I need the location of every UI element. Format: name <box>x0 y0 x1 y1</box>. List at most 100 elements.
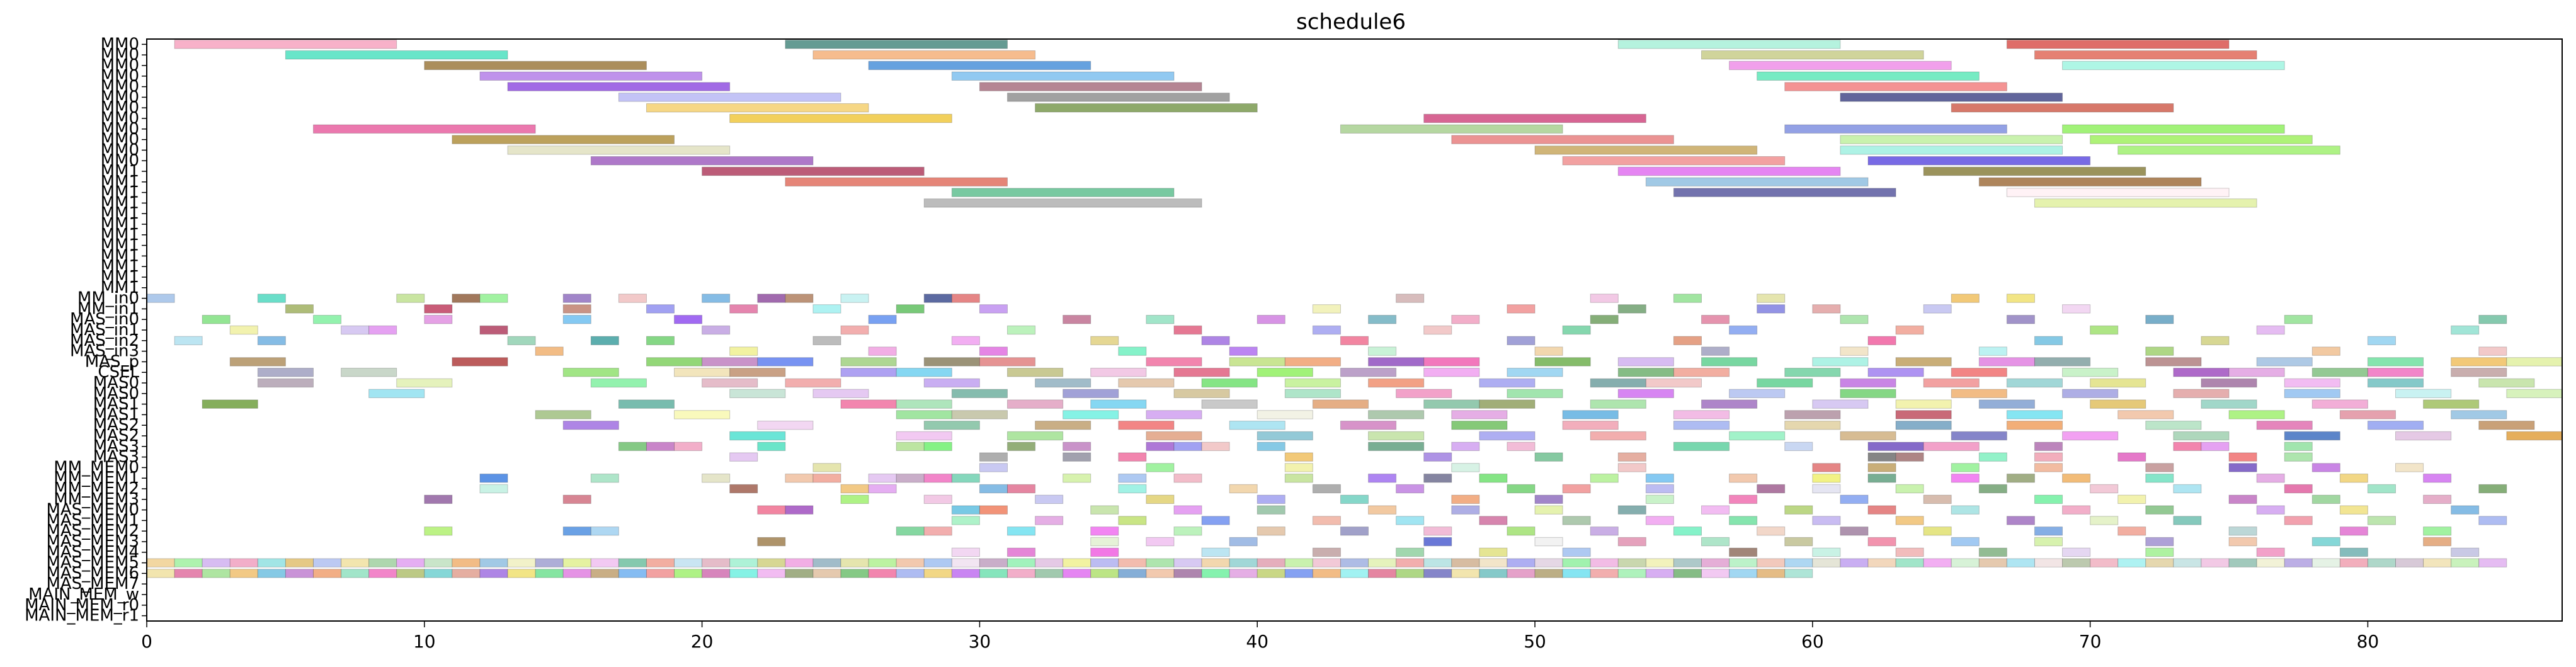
task-bar <box>2256 505 2285 515</box>
task-bar <box>479 71 703 81</box>
task-bar <box>1479 378 1536 388</box>
task-bar <box>1368 314 1397 324</box>
task-bar <box>1673 569 1702 578</box>
task-bar <box>1063 452 1091 462</box>
task-bar <box>1895 357 1952 367</box>
task-bar <box>2117 558 2146 567</box>
task-bar <box>2117 452 2146 462</box>
task-bar <box>674 367 731 377</box>
task-bar <box>951 188 1175 197</box>
task-bar <box>590 378 647 388</box>
task-bar <box>424 314 453 324</box>
task-bar <box>2339 558 2368 567</box>
task-bar <box>1173 325 1202 335</box>
task-bar <box>396 294 425 303</box>
task-bar <box>1006 547 1036 557</box>
task-bar <box>618 399 675 409</box>
task-bar <box>424 558 453 567</box>
task-bar <box>535 410 591 419</box>
task-bar <box>368 558 397 567</box>
y-tick-label: MAS3 <box>93 448 139 467</box>
task-bar <box>1617 558 1646 567</box>
task-bar <box>2062 558 2091 567</box>
task-bar <box>840 484 869 494</box>
task-bar <box>1784 82 2007 91</box>
y-tick-label: MAS_MEM0 <box>46 501 139 520</box>
task-bar <box>2451 558 2480 567</box>
task-bar <box>2478 314 2507 324</box>
task-bar <box>2173 516 2202 525</box>
task-bar <box>396 569 425 578</box>
y-tick-label: MM0 <box>101 77 139 96</box>
task-bar <box>1867 558 1896 567</box>
task-bar <box>702 473 731 483</box>
task-bar <box>923 198 1202 208</box>
task-bar <box>1146 314 1175 324</box>
y-tick-label: MM1 <box>101 246 139 265</box>
task-bar <box>1673 442 1730 452</box>
task-bar <box>2173 484 2202 494</box>
task-bar <box>1035 420 1091 430</box>
task-bar <box>923 558 952 567</box>
task-bar <box>1146 410 1202 419</box>
task-bar <box>285 50 508 60</box>
task-bar <box>1978 558 2007 567</box>
task-bar <box>1729 389 1786 399</box>
task-bar <box>757 294 786 303</box>
y-tick-label: MM_MEM0 <box>54 458 139 477</box>
task-bar <box>812 336 841 346</box>
task-bar <box>312 569 342 578</box>
task-bar <box>1257 558 1285 567</box>
task-bar <box>174 336 203 346</box>
task-bar <box>1729 60 1952 71</box>
task-bar <box>840 558 869 567</box>
task-bar <box>951 505 980 515</box>
task-bar <box>868 473 897 483</box>
task-bar <box>2145 473 2174 483</box>
task-bar <box>2339 410 2396 419</box>
task-bar <box>1645 473 1674 483</box>
task-bar <box>2228 526 2257 536</box>
task-bar <box>840 357 897 367</box>
task-bar <box>1812 463 1841 472</box>
task-bar <box>1673 420 1730 430</box>
task-bar <box>1784 124 2007 134</box>
task-bar <box>1617 537 1646 547</box>
task-bar <box>507 569 536 578</box>
task-bar <box>1173 442 1202 452</box>
task-bar <box>1562 420 1619 430</box>
task-bar <box>729 304 758 314</box>
task-bar <box>1063 473 1091 483</box>
task-bar <box>1063 442 1091 452</box>
task-bar <box>1479 558 1508 567</box>
task-bar <box>1229 420 1285 430</box>
task-bar <box>1534 558 1563 567</box>
y-tick-label: MM1 <box>101 183 139 202</box>
task-bar <box>1284 463 1313 472</box>
task-bar <box>1507 304 1536 314</box>
task-bar <box>1951 558 1980 567</box>
task-bar <box>2034 357 2091 367</box>
task-bar <box>2284 431 2340 441</box>
task-bar <box>174 569 203 578</box>
task-bar <box>923 420 980 430</box>
task-bar <box>1451 410 1508 419</box>
task-bar <box>812 558 841 567</box>
task-bar <box>1146 537 1175 547</box>
task-bar <box>840 294 869 303</box>
task-bar <box>2034 558 2063 567</box>
task-bar <box>1340 124 1563 134</box>
task-bar <box>341 558 370 567</box>
task-bar <box>1423 558 1452 567</box>
task-bar <box>1840 314 1869 324</box>
task-bar <box>2478 420 2535 430</box>
task-bar <box>2034 452 2063 462</box>
task-bar <box>1812 304 1841 314</box>
task-bar <box>729 484 758 494</box>
task-bar <box>1978 484 2007 494</box>
task-bar <box>452 569 481 578</box>
task-bar <box>1035 378 1091 388</box>
task-bar <box>562 294 591 303</box>
task-bar <box>2367 378 2424 388</box>
